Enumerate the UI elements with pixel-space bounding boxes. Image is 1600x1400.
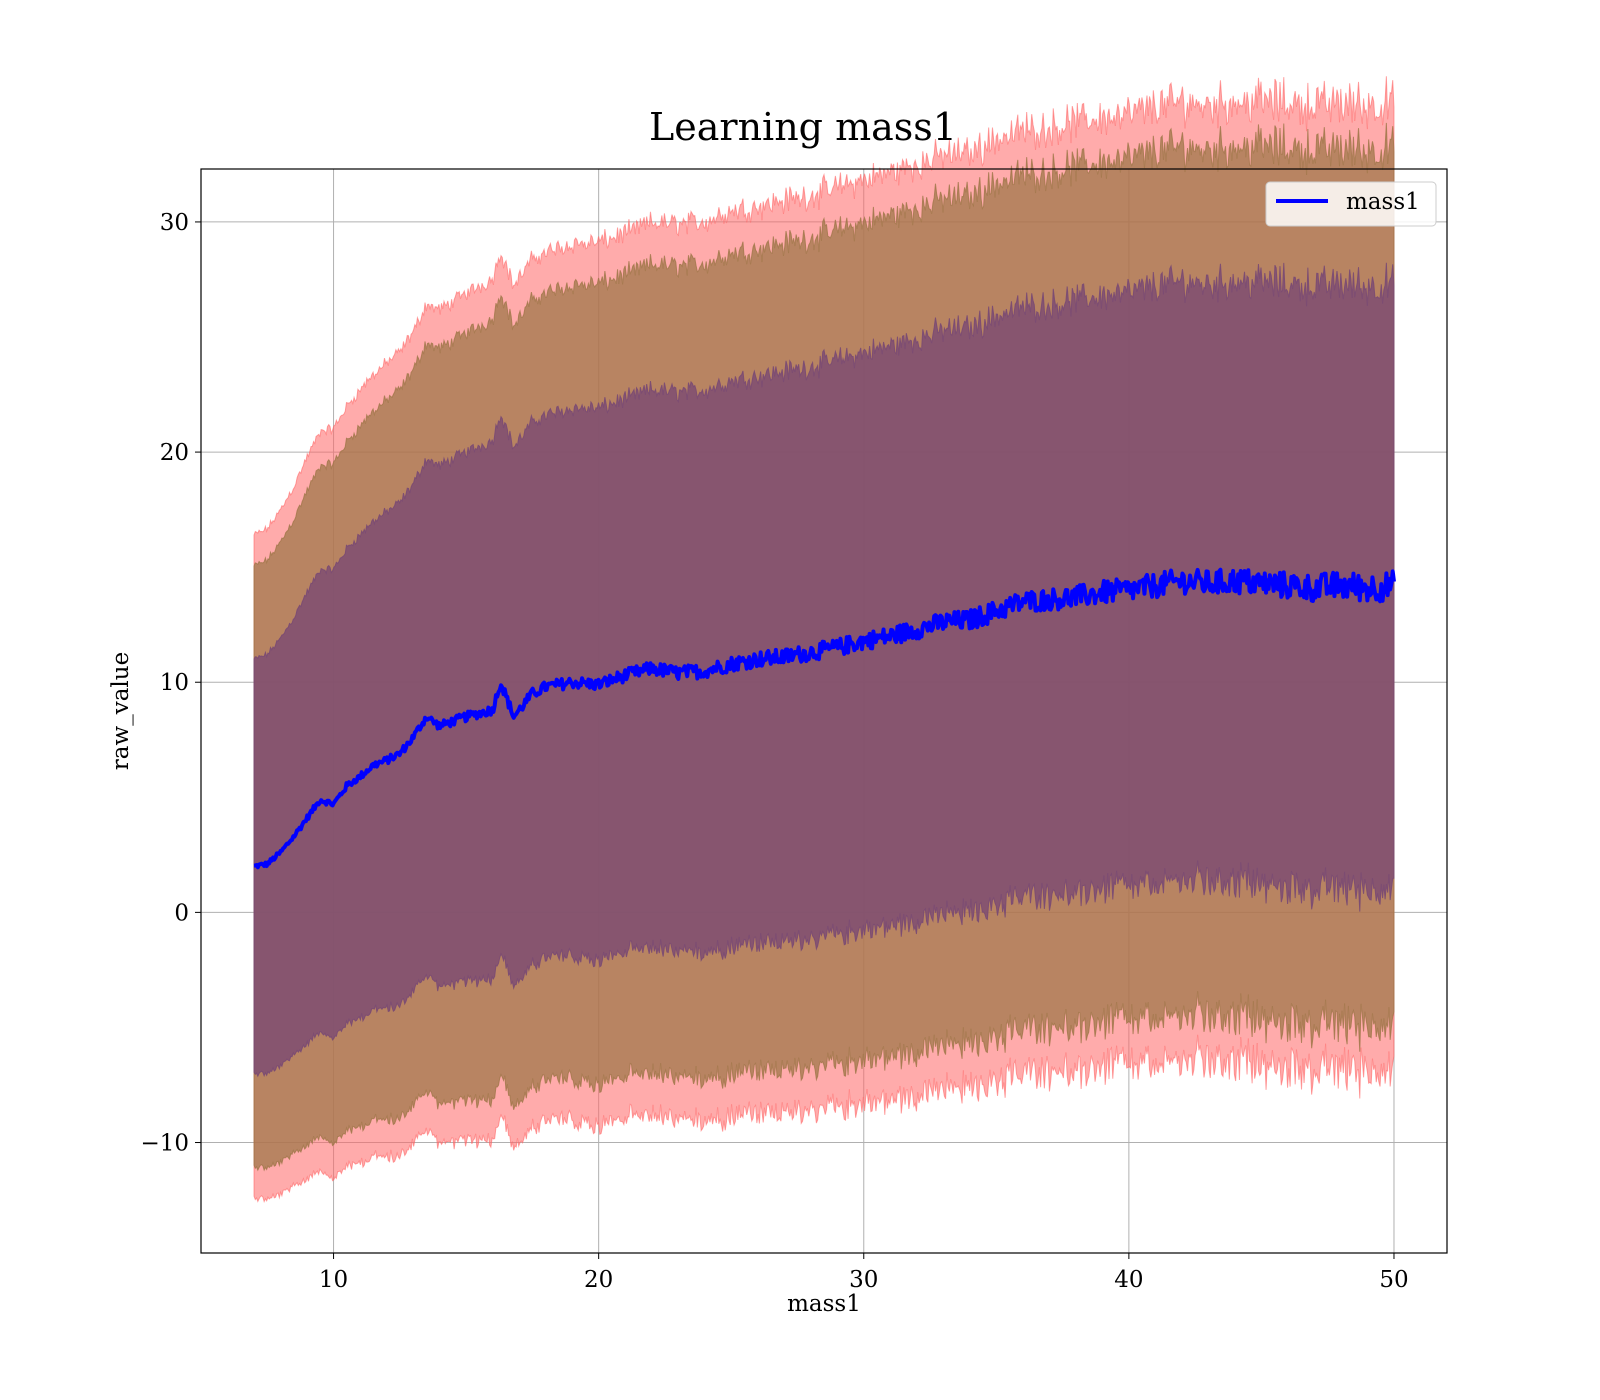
x-tick-label: 50: [1379, 1267, 1408, 1293]
x-tick-label: 10: [319, 1267, 348, 1293]
x-axis-ticks: 10 20 30 40 50: [319, 1253, 1409, 1293]
plot-frame: [200, 168, 1448, 1254]
legend-box: [1265, 181, 1437, 227]
legend: mass1: [1265, 181, 1437, 227]
band-inner: [253, 262, 1395, 1078]
x-tick-label: 20: [584, 1267, 613, 1293]
y-axis-ticks: −10 0 10 20 30: [140, 210, 201, 1157]
y-tick-label: 30: [160, 210, 189, 236]
chart-title: Learning mass1: [649, 105, 957, 149]
x-axis-label: mass1: [787, 1291, 861, 1317]
series-lines: [253, 567, 1396, 870]
x-tick-label: 30: [849, 1267, 878, 1293]
y-tick-label: −10: [140, 1131, 189, 1157]
series-line-mass1: [253, 567, 1396, 870]
y-tick-label: 0: [174, 900, 189, 926]
y-axis-label: raw_value: [108, 652, 134, 770]
confidence-bands: [253, 76, 1395, 1204]
y-tick-label: 10: [160, 670, 189, 696]
legend-label-mass1: mass1: [1346, 189, 1420, 215]
y-tick-label: 20: [160, 440, 189, 466]
x-tick-label: 40: [1114, 1267, 1143, 1293]
